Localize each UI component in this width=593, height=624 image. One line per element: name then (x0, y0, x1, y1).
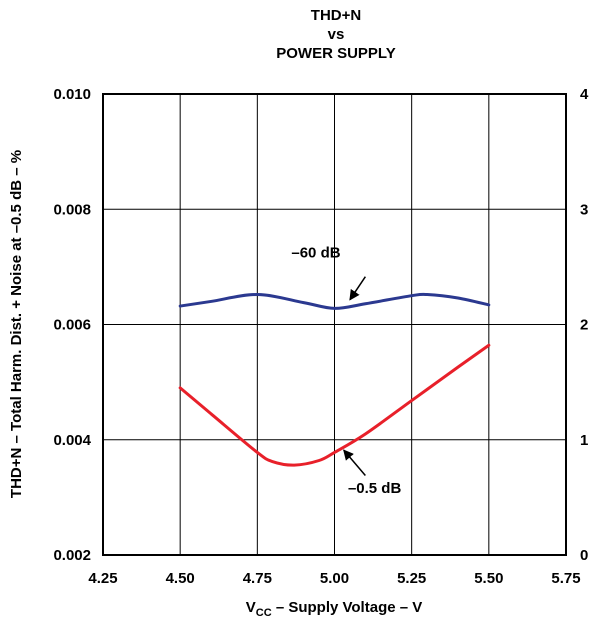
x-tick-label: 4.75 (243, 570, 272, 587)
y-tick-label: 0.006 (53, 317, 91, 334)
y-tick-label: 0.002 (53, 547, 91, 564)
x-tick-label: 5.00 (320, 570, 349, 587)
series-line-1 (178, 343, 491, 467)
grid-lines (103, 94, 566, 555)
data-series (178, 292, 491, 467)
y-tick-label: 0.004 (53, 432, 91, 449)
annotation-arrow (343, 449, 366, 476)
y2-tick-label: 0 (580, 547, 588, 564)
y2-tick-label: 4 (580, 86, 589, 103)
y-axis-label: THD+N – Total Harm. Dist. + Noise at –0.… (8, 150, 25, 498)
chart-title-line-2: vs (328, 26, 345, 43)
x-tick-label: 5.50 (474, 570, 503, 587)
y-tick-label: 0.010 (53, 86, 91, 103)
annotation-arrow (349, 276, 366, 301)
x-tick-labels: 4.25 4.50 4.75 5.00 5.25 5.50 5.75 (88, 570, 580, 587)
x-tick-label: 5.75 (551, 570, 580, 587)
annotation-label: –0.5 dB (348, 480, 402, 497)
x-tick-label: 4.50 (166, 570, 195, 587)
x-axis-label: VCC – Supply Voltage – V (246, 599, 423, 619)
x-tick-label: 5.25 (397, 570, 426, 587)
y2-tick-label: 3 (580, 201, 588, 218)
series-line-0 (178, 292, 491, 310)
y-tick-label: 0.008 (53, 201, 91, 218)
y2-tick-label: 2 (580, 317, 588, 334)
y2-tick-labels: 0 1 2 3 4 (580, 86, 589, 564)
plot-frame (102, 93, 567, 556)
chart-title-line-1: THD+N (311, 7, 361, 24)
y-tick-labels: 0.002 0.004 0.006 0.008 0.010 (53, 86, 91, 564)
annotations: –60 dB –0.5 dB (291, 245, 401, 497)
chart-title-line-3: POWER SUPPLY (276, 45, 395, 62)
y2-tick-label: 1 (580, 432, 588, 449)
annotation-label: –60 dB (291, 245, 340, 262)
x-tick-label: 4.25 (88, 570, 117, 587)
x-axis-label-prefix: V (246, 599, 256, 616)
x-axis-label-subscript: CC (256, 607, 272, 619)
x-axis-label-suffix: – Supply Voltage – V (272, 599, 423, 616)
